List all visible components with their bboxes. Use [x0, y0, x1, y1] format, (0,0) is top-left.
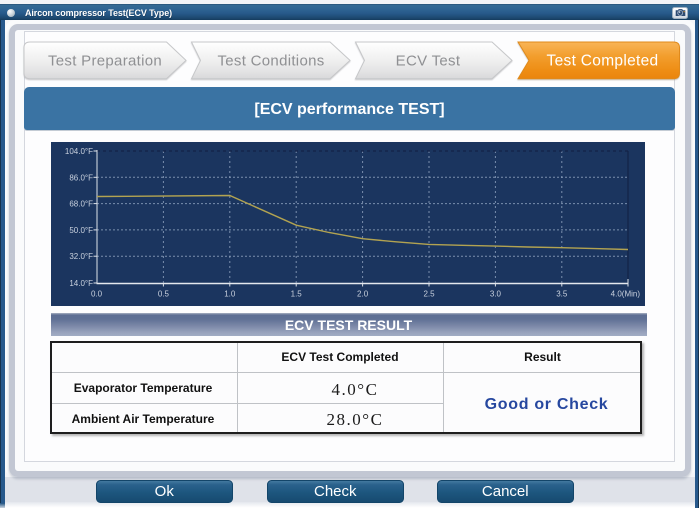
svg-text:1.0: 1.0 [224, 290, 236, 299]
svg-text:2.5: 2.5 [423, 290, 435, 299]
svg-text:ECV Test: ECV Test [396, 52, 461, 69]
svg-text:Test Conditions: Test Conditions [217, 52, 324, 69]
svg-text:0.0: 0.0 [91, 290, 103, 299]
svg-text:3.5: 3.5 [556, 290, 568, 299]
svg-text:3.0: 3.0 [490, 290, 502, 299]
svg-text:86.0°F: 86.0°F [69, 173, 93, 182]
svg-text:Test Preparation: Test Preparation [48, 52, 162, 69]
svg-text:1.5: 1.5 [291, 290, 303, 299]
svg-text:68.0°F: 68.0°F [69, 200, 93, 209]
svg-text:104.0°F: 104.0°F [65, 147, 93, 156]
svg-text:14.0°F: 14.0°F [69, 279, 93, 288]
svg-text:Test Completed: Test Completed [547, 52, 659, 69]
svg-text:32.0°F: 32.0°F [69, 252, 93, 261]
svg-text:4.0(Min): 4.0(Min) [611, 290, 641, 299]
svg-text:0.5: 0.5 [158, 290, 170, 299]
svg-text:50.0°F: 50.0°F [69, 226, 93, 235]
svg-text:2.0: 2.0 [357, 290, 369, 299]
